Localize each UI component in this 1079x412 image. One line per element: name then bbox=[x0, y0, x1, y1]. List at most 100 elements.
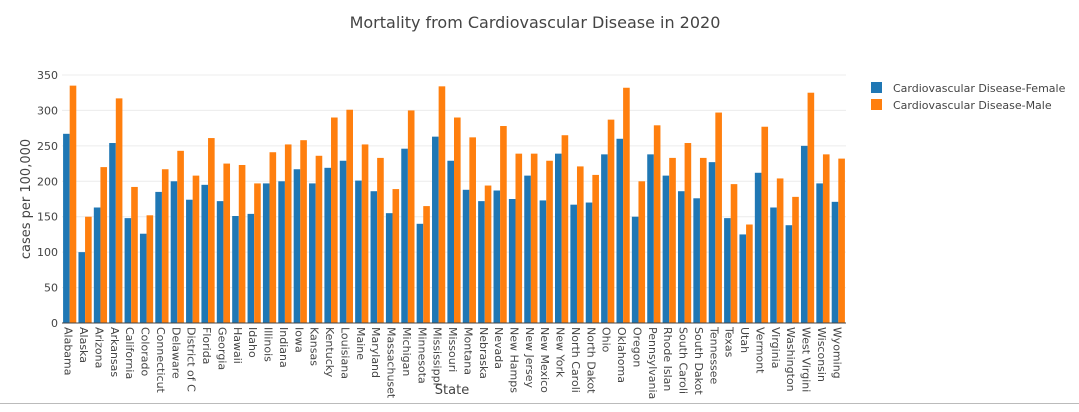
bar-male[interactable] bbox=[131, 186, 138, 323]
bar-male[interactable] bbox=[392, 189, 400, 323]
bar-female[interactable] bbox=[324, 167, 332, 323]
bar-female[interactable] bbox=[370, 191, 378, 323]
bar-female[interactable] bbox=[170, 181, 178, 323]
bar-female[interactable] bbox=[662, 175, 670, 323]
bar-male[interactable] bbox=[515, 153, 523, 323]
bar-female[interactable] bbox=[309, 183, 316, 323]
bar-female[interactable] bbox=[186, 199, 193, 323]
bar-male[interactable] bbox=[684, 143, 692, 323]
bar-female[interactable] bbox=[278, 181, 285, 323]
bar-female[interactable] bbox=[770, 207, 777, 324]
bar-female[interactable] bbox=[508, 199, 516, 323]
bar-male[interactable] bbox=[269, 152, 277, 323]
legend-swatch[interactable] bbox=[871, 82, 882, 93]
bar-female[interactable] bbox=[754, 172, 762, 323]
bar-male[interactable] bbox=[822, 154, 830, 323]
bar-male[interactable] bbox=[331, 117, 338, 323]
bar-female[interactable] bbox=[677, 191, 685, 323]
bar-male[interactable] bbox=[377, 157, 384, 323]
bar-male[interactable] bbox=[761, 126, 769, 323]
bar-male[interactable] bbox=[238, 164, 246, 323]
legend[interactable]: Cardiovascular Disease-Female Cardiovascu… bbox=[871, 82, 1066, 112]
bar-male[interactable] bbox=[115, 98, 123, 323]
bar-male[interactable] bbox=[561, 135, 569, 323]
bar-female[interactable] bbox=[109, 143, 116, 323]
bar-female[interactable] bbox=[631, 216, 639, 323]
bar-male[interactable] bbox=[423, 206, 430, 323]
legend-label[interactable]: Cardiovascular Disease-Male bbox=[893, 99, 1052, 112]
bar-female[interactable] bbox=[616, 138, 624, 323]
bar-female[interactable] bbox=[293, 169, 301, 323]
bar-female[interactable] bbox=[555, 153, 562, 323]
bar-female[interactable] bbox=[585, 202, 593, 323]
bar-female[interactable] bbox=[93, 207, 101, 324]
bar-male[interactable] bbox=[315, 155, 323, 323]
bar-female[interactable] bbox=[816, 183, 823, 323]
bar-male[interactable] bbox=[438, 86, 446, 323]
bar-female[interactable] bbox=[124, 218, 132, 323]
bar-male[interactable] bbox=[776, 178, 784, 323]
bar-male[interactable] bbox=[407, 110, 415, 324]
bar-female[interactable] bbox=[570, 204, 577, 323]
bar-female[interactable] bbox=[355, 180, 362, 323]
bar-male[interactable] bbox=[100, 167, 108, 323]
bar-female[interactable] bbox=[216, 201, 224, 323]
bar-female[interactable] bbox=[831, 201, 839, 323]
bar-female[interactable] bbox=[647, 154, 654, 323]
bar-male[interactable] bbox=[469, 137, 476, 323]
bar-male[interactable] bbox=[638, 181, 646, 323]
legend-label[interactable]: Cardiovascular Disease-Female bbox=[893, 82, 1066, 95]
bar-male[interactable] bbox=[792, 196, 799, 323]
bar-male[interactable] bbox=[85, 216, 92, 323]
bar-male[interactable] bbox=[500, 126, 507, 324]
bar-male[interactable] bbox=[454, 117, 461, 323]
bar-female[interactable] bbox=[232, 216, 239, 323]
bar-male[interactable] bbox=[592, 174, 599, 323]
bar-male[interactable] bbox=[284, 144, 292, 323]
bar-female[interactable] bbox=[139, 233, 147, 323]
bar-male[interactable] bbox=[653, 125, 661, 323]
bar-female[interactable] bbox=[478, 201, 485, 323]
bar-female[interactable] bbox=[155, 191, 162, 323]
bar-female[interactable] bbox=[385, 213, 393, 323]
bar-female[interactable] bbox=[201, 184, 209, 323]
legend-swatch[interactable] bbox=[871, 99, 882, 110]
bar-female[interactable] bbox=[800, 145, 808, 323]
bar-female[interactable] bbox=[693, 198, 700, 323]
bar-male[interactable] bbox=[208, 138, 215, 323]
bar-male[interactable] bbox=[530, 153, 538, 323]
bar-female[interactable] bbox=[493, 190, 501, 324]
bar-male[interactable] bbox=[254, 183, 261, 323]
bar-male[interactable] bbox=[69, 85, 77, 323]
bar-male[interactable] bbox=[300, 140, 307, 323]
bar-male[interactable] bbox=[546, 160, 553, 323]
bar-male[interactable] bbox=[346, 109, 353, 323]
bar-female[interactable] bbox=[78, 252, 86, 323]
bar-female[interactable] bbox=[708, 162, 716, 323]
bar-male[interactable] bbox=[576, 166, 584, 323]
bar-female[interactable] bbox=[401, 148, 408, 323]
bar-male[interactable] bbox=[192, 175, 200, 323]
bar-female[interactable] bbox=[339, 160, 347, 323]
bar-female[interactable] bbox=[262, 183, 270, 323]
bar-female[interactable] bbox=[724, 218, 731, 323]
bar-female[interactable] bbox=[601, 154, 608, 323]
bar-male[interactable] bbox=[223, 163, 231, 323]
bar-female[interactable] bbox=[447, 160, 454, 323]
bar-male[interactable] bbox=[746, 224, 753, 323]
bar-female[interactable] bbox=[247, 213, 255, 323]
bar-male[interactable] bbox=[669, 157, 676, 323]
bar-male[interactable] bbox=[623, 87, 630, 323]
bar-female[interactable] bbox=[739, 234, 747, 323]
bar-female[interactable] bbox=[416, 223, 424, 323]
bar-male[interactable] bbox=[730, 184, 738, 323]
bar-female[interactable] bbox=[462, 189, 470, 323]
bar-male[interactable] bbox=[484, 185, 492, 323]
bar-male[interactable] bbox=[361, 144, 369, 323]
bar-female[interactable] bbox=[432, 136, 439, 323]
bar-female[interactable] bbox=[524, 175, 531, 323]
bar-male[interactable] bbox=[838, 158, 845, 323]
bar-female[interactable] bbox=[785, 225, 793, 323]
bar-male[interactable] bbox=[146, 215, 154, 323]
bar-male[interactable] bbox=[699, 157, 707, 323]
